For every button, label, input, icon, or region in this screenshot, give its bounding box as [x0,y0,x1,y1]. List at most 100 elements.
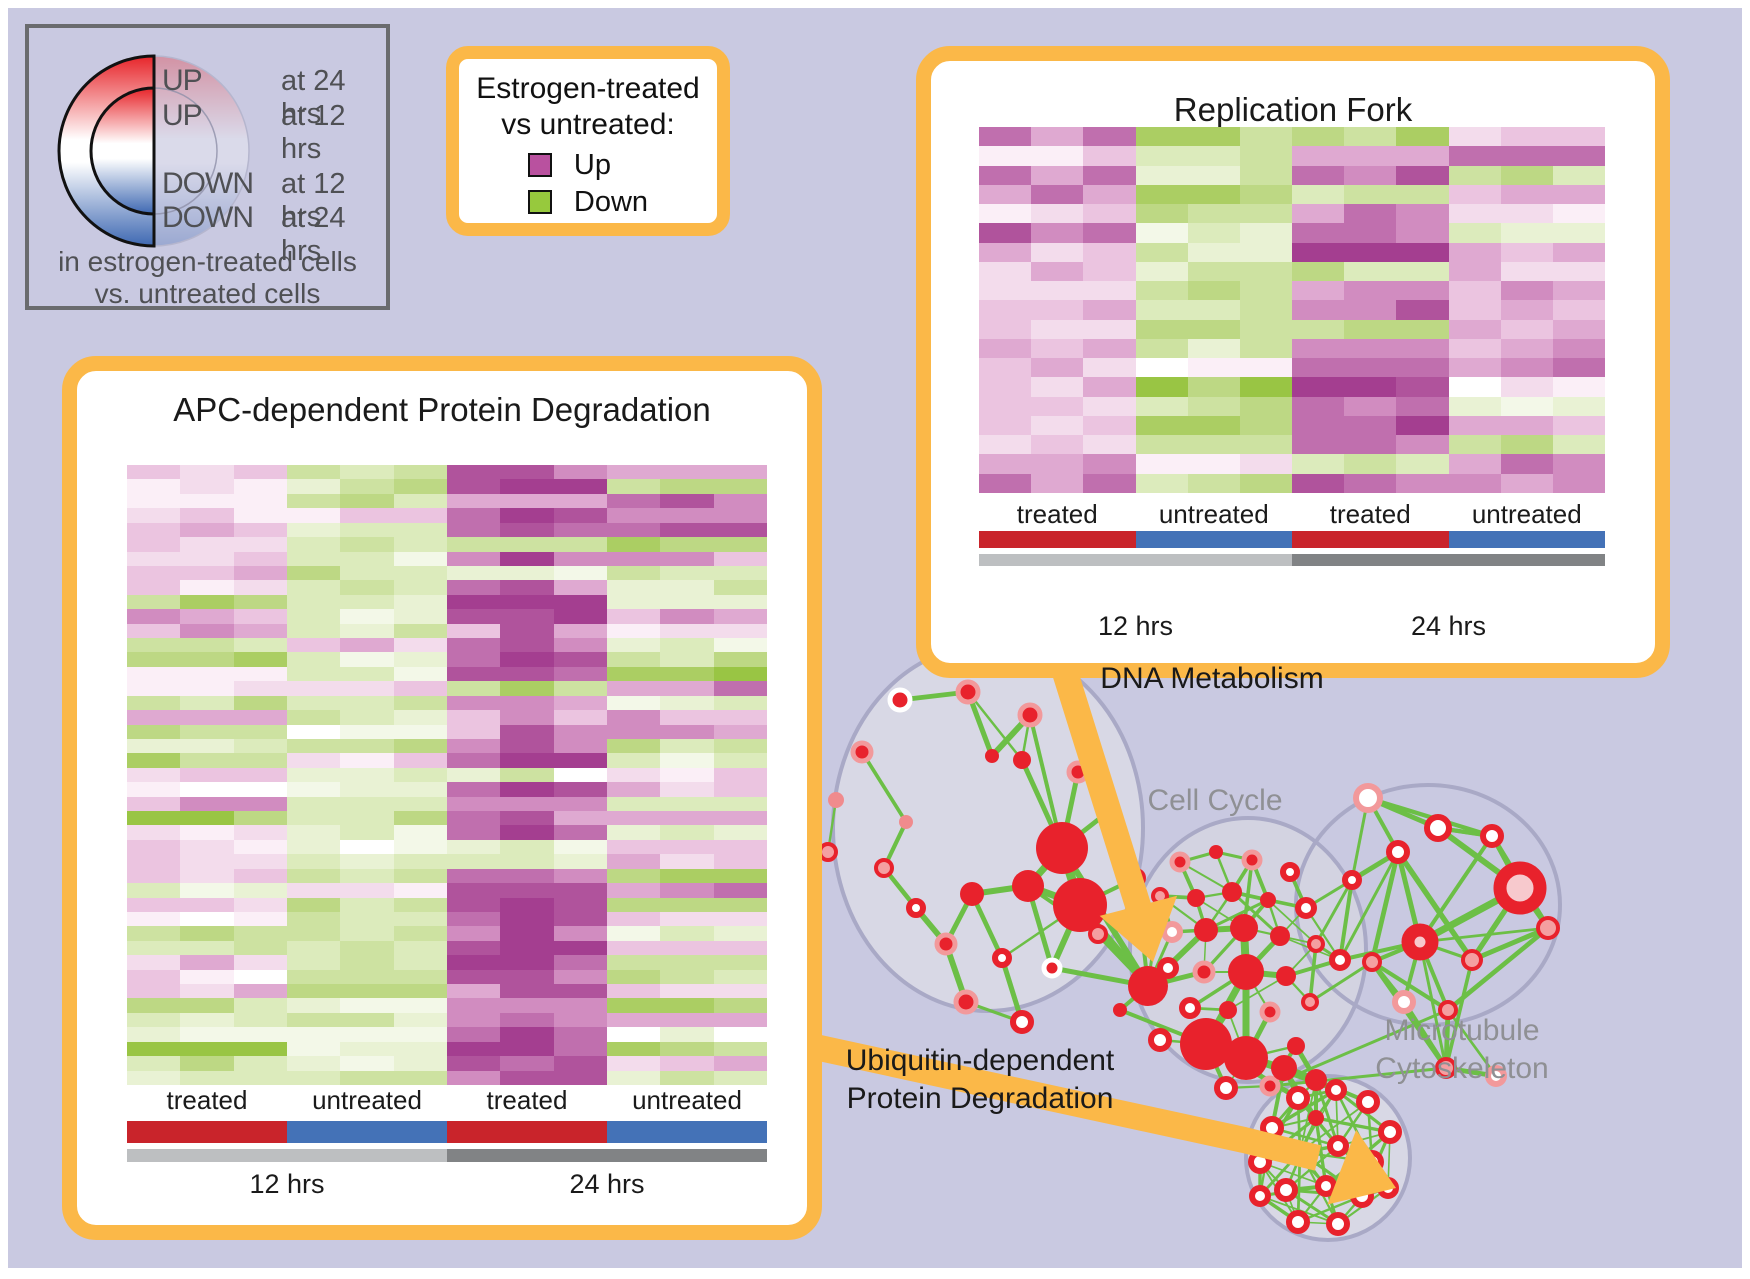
heatmap-cell [1031,435,1084,455]
heatmap-cell [606,537,661,552]
network-edge [1418,834,1494,944]
heatmap-cell [1552,319,1605,339]
heatmap-cell [340,522,394,538]
heatmap-cell [713,479,767,494]
heatmap-cell [1135,454,1188,474]
heatmap-cell [606,839,661,855]
updown-legend-title-line1: Estrogen-treated [476,72,700,105]
heatmap-cell [1135,473,1188,493]
heatmap-cell [713,1070,767,1085]
heatmap-cell [127,1070,181,1085]
network-edge-major [1471,926,1549,962]
heatmap-cell [1500,358,1553,378]
heatmap-cell [1552,223,1605,243]
heatmap-cell [1344,454,1397,474]
heatmap-cell [1396,319,1449,339]
heatmap-cell [286,955,341,970]
heatmap-cell [340,493,394,509]
heatmap-cell [553,940,607,956]
heatmap-cell [233,1041,287,1057]
heatmap-cell [393,479,447,494]
heatmap-cell [233,710,287,725]
heatmap-cell [340,738,394,754]
heatmap-cell [446,1070,501,1085]
heatmap-cell [713,825,767,840]
heatmap-cell [340,998,394,1013]
heatmap-cell [1031,358,1084,378]
heatmap-cell [127,811,181,826]
network-node [1219,1001,1237,1019]
heatmap-cell [180,825,234,840]
heatmap-cell [500,724,554,739]
network-edge [1446,1009,1498,1077]
heatmap-cell [446,1012,501,1028]
network-node [1013,751,1031,769]
heatmap-cell [393,955,447,970]
heatmap-cell [446,1056,501,1071]
network-node [1270,926,1290,946]
heatmap-cell [393,1041,447,1057]
network-node [1222,882,1242,902]
heatmap-cell [713,868,767,884]
heatmap-cell [446,782,501,797]
heatmap-cell [1344,415,1397,436]
heatmap-cell [553,998,607,1013]
heatmap-cell [979,242,1032,262]
heatmap-cell [1500,396,1553,416]
heatmap-cell [180,638,234,653]
heatmap-cell [233,984,287,999]
heatmap-cell [233,479,287,494]
heatmap-cell [233,854,287,869]
heatmap-cell [500,695,554,711]
network-node [1260,892,1276,908]
heatmap-cell [713,926,767,941]
heatmap-cell [500,940,554,956]
heatmap-cell [393,522,447,538]
heatmap-cell [180,926,234,941]
heatmap-cell [553,969,607,985]
heatmap-cell [446,551,501,566]
heatmap-cell [553,609,607,624]
network-node [1435,1057,1457,1079]
heatmap-cell [500,594,554,610]
ring-legend-dir-down-12: DOWN [162,167,254,200]
heatmap-cell [1083,242,1136,262]
heatmap-cell [1083,281,1136,301]
heatmap-cell [446,609,501,624]
heatmap-cell [660,955,714,970]
time-label: 12 hrs [1097,611,1174,641]
heatmap-cell [340,551,394,566]
ring-legend-dir-up-12: UP [162,99,203,132]
heatmap-cell [1448,415,1501,436]
heatmap-cell [660,984,714,999]
heatmap-cell [713,594,767,610]
network-node [1307,935,1325,953]
heatmap-cell [127,839,181,855]
heatmap-cell [713,623,767,639]
heatmap-cell [1239,127,1292,147]
heatmap-cell [180,782,234,797]
heatmap-cell [233,782,287,797]
heatmap-cell [233,825,287,840]
heatmap-cell [1239,396,1292,416]
heatmap-cell [127,638,181,653]
heatmap-cell [1292,454,1345,474]
heatmap-cell [446,897,501,912]
network-node [1214,1076,1238,1100]
heatmap-cell [660,594,714,610]
time-bars-rf [979,554,1605,566]
heatmap-cell [979,146,1032,166]
untreated-bar [287,1121,447,1143]
heatmap-cell [1031,415,1084,436]
heatmap-cell [660,811,714,826]
heatmap-cell [286,609,341,624]
heatmap-cell [1448,454,1501,474]
heatmap-cell [1500,435,1553,455]
heatmap-cell [1396,204,1449,224]
heatmap-cell [1031,473,1084,493]
network-node [1329,949,1351,971]
heatmap-cell [1083,146,1136,166]
heatmap-cell [393,738,447,754]
heatmap-cell [393,652,447,667]
heatmap-cell [127,681,181,696]
